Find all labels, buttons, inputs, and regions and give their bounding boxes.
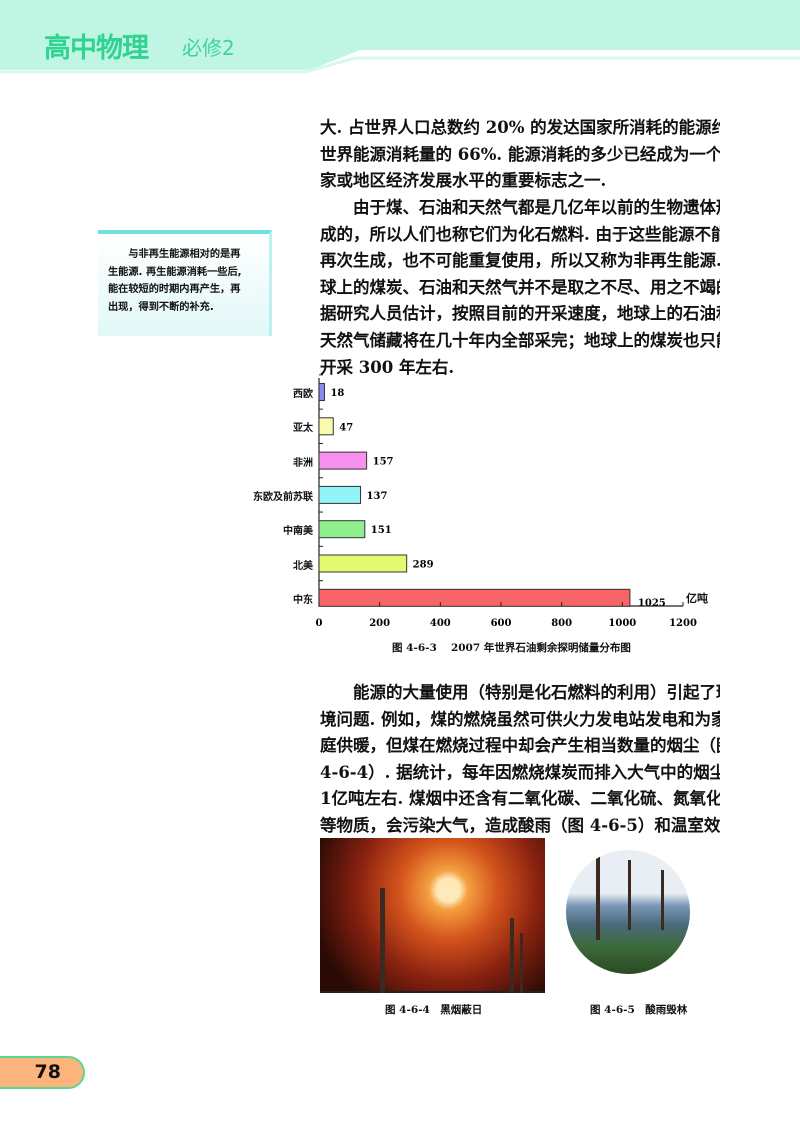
text-line: 据研究人员估计，按照目前的开采速度，地球上的石油和 [320, 304, 720, 324]
category-label: 北美 [293, 560, 313, 572]
text-line: 世界能源消耗量的 66%. 能源消耗的多少已经成为一个国 [320, 144, 720, 164]
acid-rain-forest-photo [566, 850, 690, 974]
note-line: 与非再生能源相对的是再 [108, 249, 241, 260]
bar-6 [318, 588, 631, 607]
data-label: 47 [339, 422, 353, 433]
text-line: 1亿吨左右. 煤烟中还含有二氧化碳、二氧化硫、氮氧化物 [320, 789, 720, 809]
text-line: 等物质，会污染大气，造成酸雨（图 4-6-5）和温室效应，导 [320, 815, 720, 835]
black-smoke-photo [320, 838, 545, 993]
chart-caption: 图 4-6-3 2007 年世界石油剩余探明储量分布图 [392, 642, 631, 654]
data-label: 289 [413, 560, 434, 571]
x-tick-label: 800 [551, 618, 572, 629]
book-title: 高中物理 [44, 33, 149, 64]
category-label: 中南美 [283, 526, 313, 538]
note-line: 出现，得到不断的补充. [108, 301, 214, 313]
text-line: 由于煤、石油和天然气都是几亿年以前的生物遗体形 [320, 198, 720, 217]
page-header: 高中物理 必修2 [0, 0, 800, 75]
x-tick-label: 1000 [608, 618, 636, 629]
category-label: 东欧及前苏联 [253, 491, 313, 503]
bar-1 [318, 417, 334, 436]
text-line: 天然气储藏将在几十年内全部采完；地球上的煤炭也只能 [320, 330, 720, 350]
bar-3 [318, 485, 362, 504]
text-line: 家或地区经济发展水平的重要标志之一. [320, 171, 607, 191]
category-label: 亚太 [293, 423, 313, 435]
text-line: 成的，所以人们也称它们为化石燃料. 由于这些能源不能 [320, 224, 720, 244]
text-line: 再次生成，也不可能重复使用，所以又称为非再生能源. 地 [320, 251, 720, 271]
data-label: 1025 [638, 598, 666, 609]
note-line: 生能源. 再生能源消耗一些后, [108, 266, 242, 278]
data-label: 137 [367, 491, 388, 502]
bar-2 [318, 451, 368, 470]
text-line: 能源的大量使用（特别是化石燃料的利用）引起了环 [320, 683, 720, 702]
x-tick-label: 600 [491, 618, 512, 629]
paragraph-3: 能源的大量使用（特别是化石燃料的利用）引起了环 境问题. 例如，煤的燃烧虽然可供… [320, 680, 720, 840]
category-label: 中东 [293, 594, 313, 606]
text-line: 庭供暖，但煤在燃烧过程中却会产生相当数量的烟尘（图 [320, 736, 720, 756]
text-line: 境问题. 例如，煤的燃烧虽然可供火力发电站发电和为家 [320, 709, 720, 729]
category-label: 非洲 [293, 457, 313, 469]
text-line: 4-6-4）. 据统计，每年因燃烧煤炭而排入大气中的烟尘多达 [320, 762, 720, 782]
side-note: 与非再生能源相对的是再 生能源. 再生能源消耗一些后, 能在较短的时期内再产生，… [98, 230, 272, 336]
x-tick-label: 1200 [669, 618, 697, 629]
text-line: 球上的煤炭、石油和天然气并不是取之不尽、用之不竭的. [320, 277, 720, 297]
bar-4 [318, 520, 366, 539]
chart-unit: 亿吨 [686, 592, 708, 605]
data-label: 157 [373, 457, 394, 468]
category-label: 西欧 [293, 389, 313, 400]
paragraph-2: 由于煤、石油和天然气都是几亿年以前的生物遗体形 成的，所以人们也称它们为化石燃料… [320, 195, 720, 381]
text-line: 大. 占世界人口总数约 20% 的发达国家所消耗的能源约占 [320, 118, 720, 137]
x-tick-label: 200 [369, 618, 390, 629]
data-label: 18 [330, 388, 344, 399]
note-line: 能在较短的时期内再产生，再 [108, 284, 241, 295]
x-tick-label: 400 [430, 618, 451, 629]
data-label: 151 [371, 525, 392, 536]
header-band [0, 0, 800, 74]
page-number: 78 [0, 1056, 85, 1089]
book-subtitle: 必修2 [182, 36, 235, 60]
text-line: 开采 300 年左右. [320, 357, 455, 377]
bar-0 [318, 383, 325, 401]
bar-5 [318, 554, 408, 573]
paragraph-1: 大. 占世界人口总数约 20% 的发达国家所消耗的能源约占 世界能源消耗量的 6… [320, 115, 720, 195]
figure-caption: 图 4-6-4 黑烟蔽日 [385, 1004, 483, 1016]
x-tick-label: 0 [316, 618, 323, 629]
figure-caption: 图 4-6-5 酸雨毁林 [590, 1004, 688, 1016]
